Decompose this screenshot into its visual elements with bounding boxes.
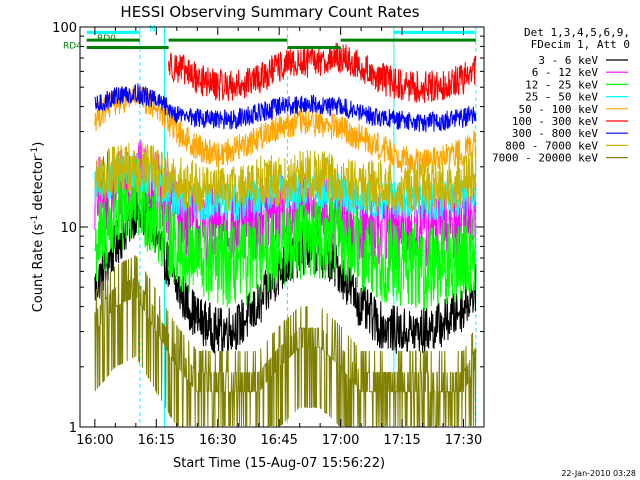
legend-label-8: 7000 - 20000 keV <box>492 152 598 165</box>
y-axis-title-sup1: -1 <box>30 215 40 224</box>
x-tick-label-3: 16:45 <box>260 433 297 448</box>
legend-label-4: 50 - 100 keV <box>519 103 599 116</box>
svg-text:Count Rate (s-1 detector-1): Count Rate (s-1 detector-1) <box>30 142 46 313</box>
y-tick-label-2: 100 <box>52 21 77 36</box>
series-lines <box>94 42 477 427</box>
x-tick-label-1: 16:15 <box>138 433 175 448</box>
flag-label-2: RD4 <box>63 41 82 51</box>
y-axis-title-end: ) <box>31 142 46 147</box>
legend-header-1: FDecim 1, Att 0 <box>531 38 630 51</box>
legend: Det 1,3,4,5,6,9,FDecim 1, Att 0 3 - 6 keV… <box>492 26 630 165</box>
footer-date: 22-Jan-2010 03:28 <box>561 469 636 478</box>
legend-label-2: 12 - 25 keV <box>525 78 598 91</box>
y-axis-title-sup2: -1 <box>30 147 40 156</box>
x-tick-label-0: 16:00 <box>76 433 113 448</box>
flag-bars: N RD0 RD4 <box>63 24 476 51</box>
series-line-4 <box>94 84 477 177</box>
axis-ticks: 1 10 100 16:00 16:15 16:30 16:45 17:00 17:15 17:3… <box>52 21 485 448</box>
x-tick-label-6: 17:30 <box>445 433 482 448</box>
y-axis-title-mid: detector <box>31 155 46 215</box>
y-axis-title-main: Count Rate (s <box>31 224 46 313</box>
series-line-2 <box>94 156 477 311</box>
legend-label-6: 300 - 800 keV <box>512 127 598 140</box>
legend-label-5: 100 - 300 keV <box>512 115 598 128</box>
legend-label-3: 25 - 50 keV <box>525 91 598 104</box>
flag-label-0: N <box>149 24 156 34</box>
x-axis-title: Start Time (15-Aug-07 15:56:22) <box>173 456 385 471</box>
y-tick-label-0: 1 <box>69 421 77 436</box>
legend-header-0: Det 1,3,4,5,6,9, <box>524 26 630 39</box>
series-line-5 <box>168 42 477 104</box>
x-tick-label-5: 17:15 <box>383 433 420 448</box>
y-tick-label-1: 10 <box>60 221 77 236</box>
legend-label-0: 3 - 6 keV <box>538 54 598 67</box>
y-axis-title: Count Rate (s-1 detector-1) <box>30 142 46 313</box>
legend-label-1: 6 - 12 keV <box>532 66 599 79</box>
x-tick-label-2: 16:30 <box>199 433 236 448</box>
series-line-8 <box>94 255 477 427</box>
chart-title: HESSI Observing Summary Count Rates <box>120 3 419 21</box>
series-line-6 <box>94 83 477 133</box>
x-tick-label-4: 17:00 <box>322 433 359 448</box>
series-line-7 <box>94 142 477 213</box>
legend-label-7: 800 - 7000 keV <box>505 139 598 152</box>
flag-label-1: RD0 <box>97 34 116 44</box>
